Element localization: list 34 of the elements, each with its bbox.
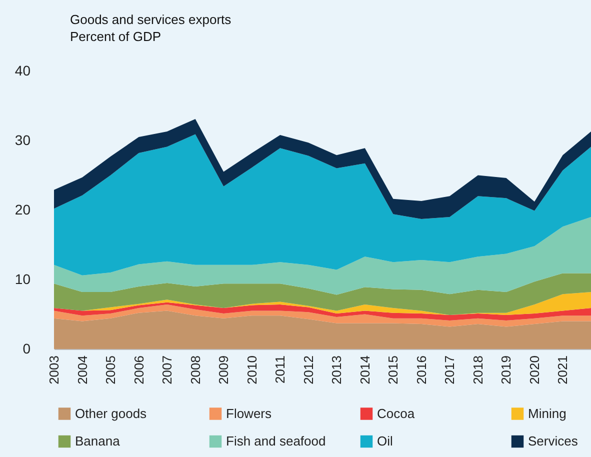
y-tick-label: 30	[14, 132, 31, 148]
x-tick-label: 2007	[160, 356, 175, 384]
x-tick-label: 2019	[498, 356, 514, 384]
y-tick-label: 0	[22, 340, 31, 356]
legend-label: Banana	[75, 434, 121, 448]
x-tick-label: 2021	[555, 356, 570, 384]
x-tick-label: 2008	[188, 356, 203, 384]
legend-label: Other goods	[75, 406, 148, 421]
x-tick-label: 2014	[357, 356, 372, 384]
legend-label: Oil	[377, 434, 393, 448]
legend-label: Mining	[528, 406, 566, 421]
chart-subtitle: Percent of GDP	[70, 29, 162, 44]
legend-label: Services	[528, 434, 578, 448]
legend-label: Fish and seafood	[226, 434, 326, 448]
x-tick-label: 2004	[74, 356, 90, 384]
x-tick-label: 2017	[442, 356, 458, 384]
x-tick-label: 2006	[131, 356, 146, 384]
x-tick-label: 2016	[414, 356, 429, 384]
x-tick-label: 2005	[103, 356, 118, 384]
x-tick-label: 2020	[526, 356, 542, 384]
y-tick-label: 40	[14, 62, 31, 78]
x-tick-label: 2018	[470, 356, 486, 384]
y-tick-label: 10	[14, 271, 31, 287]
x-tick-label: 2015	[386, 356, 401, 384]
legend-label: Cocoa	[377, 406, 416, 421]
y-tick-label: 20	[14, 202, 31, 218]
x-tick-label: 2009	[216, 356, 232, 384]
chart-title: Goods and services exports	[70, 12, 232, 27]
x-tick-label: 2010	[244, 356, 260, 384]
x-tick-label: 2012	[300, 356, 316, 384]
x-tick-label: 2003	[46, 356, 62, 384]
legend-label: Flowers	[226, 406, 272, 421]
x-tick-label: 2013	[329, 356, 344, 384]
x-tick-label: 2011	[272, 356, 288, 384]
